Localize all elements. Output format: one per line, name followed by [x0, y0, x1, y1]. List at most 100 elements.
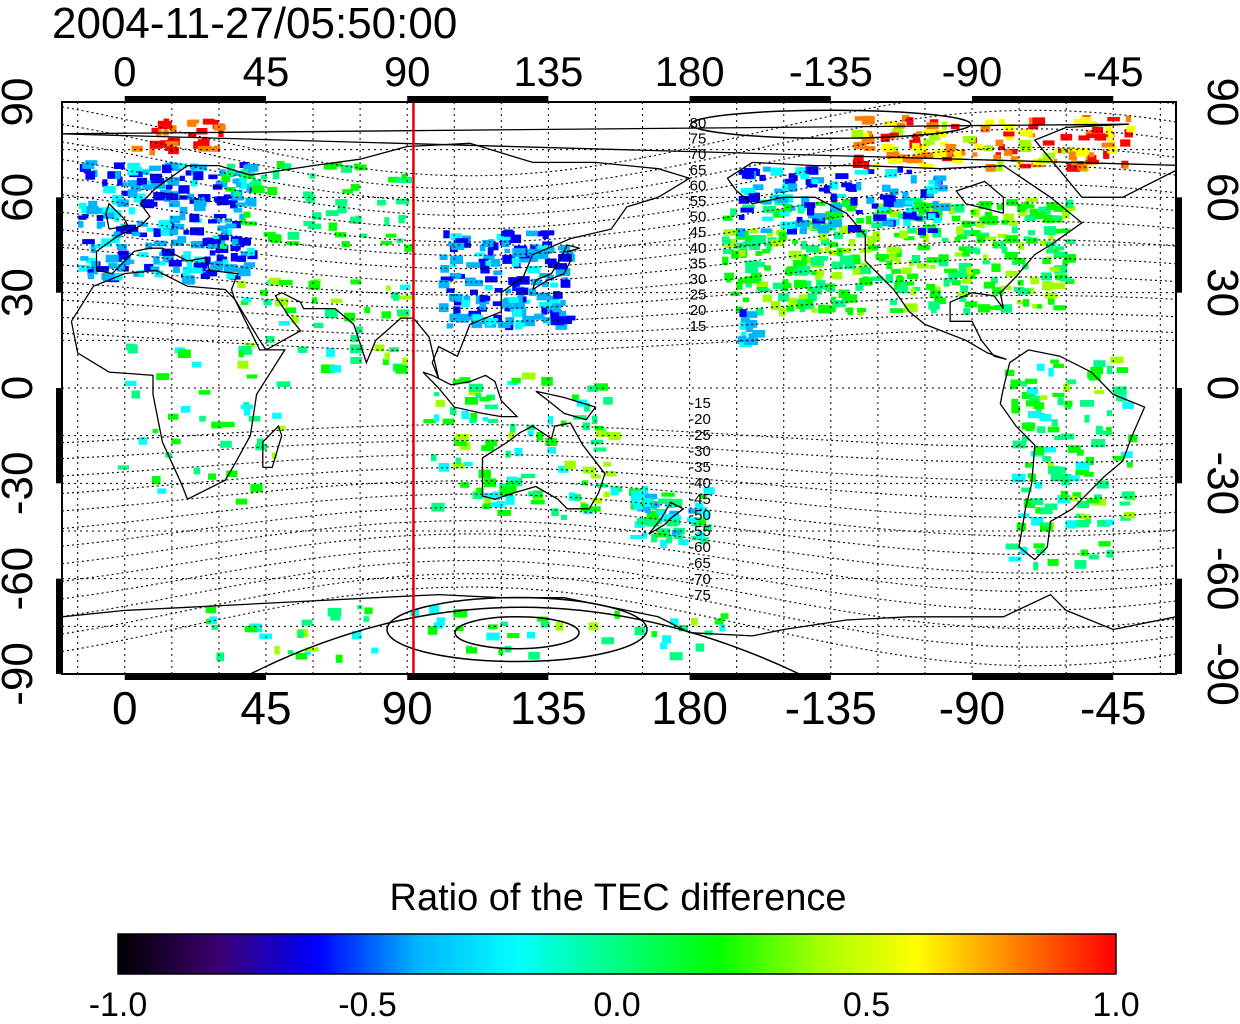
tec-patch [842, 296, 850, 304]
tec-patch [1004, 369, 1015, 376]
left-lat-tick-label: 90 [0, 78, 42, 127]
tec-patch [109, 210, 122, 218]
tec-patch [1031, 498, 1044, 505]
tec-patch [204, 256, 211, 265]
tec-patch [81, 207, 92, 214]
tec-patch [344, 312, 356, 322]
tec-patch [590, 439, 604, 445]
tec-patch [493, 270, 503, 276]
tec-patch [882, 143, 894, 152]
tec-patch [536, 432, 543, 441]
tec-patch [637, 493, 645, 499]
tec-patch [1001, 246, 1008, 254]
tec-patch [737, 278, 746, 284]
colorbar-tick-label: 0.5 [843, 986, 890, 1024]
tec-patch [226, 272, 236, 279]
tec-patch [439, 254, 448, 260]
tec-patch [1053, 205, 1064, 212]
tec-patch [138, 270, 145, 277]
tec-patch [580, 503, 589, 512]
tec-patch [812, 223, 821, 229]
tec-patch [240, 404, 253, 410]
tec-patch [272, 170, 280, 179]
tec-patch [85, 171, 96, 180]
tec-patch [550, 282, 559, 288]
tec-patch [746, 276, 760, 284]
tec-patch [830, 224, 836, 231]
tec-patch [911, 154, 923, 163]
tec-patch [805, 299, 814, 306]
tec-patch [238, 351, 244, 358]
tec-patch [537, 616, 549, 622]
tec-patch [695, 507, 708, 515]
tec-patch [782, 279, 789, 287]
tec-patch [899, 230, 908, 239]
tec-patch [910, 288, 917, 296]
tec-patch [239, 183, 247, 189]
tec-patch [220, 440, 232, 448]
tec-patch [459, 442, 471, 451]
tec-patch [1033, 543, 1045, 549]
tec-patch [844, 294, 858, 303]
tec-patch [1028, 125, 1039, 130]
tec-patch [961, 275, 973, 284]
tec-patch [497, 322, 511, 329]
tec-patch [507, 476, 518, 482]
tec-patch [964, 301, 978, 308]
tec-patch [902, 191, 909, 201]
tec-patch [722, 239, 731, 245]
tec-patch [217, 225, 228, 231]
tec-patch [590, 474, 601, 479]
tec-patch [991, 263, 1001, 272]
tec-patch [486, 320, 493, 327]
tec-patch [1086, 133, 1098, 138]
tec-patch [381, 311, 391, 319]
tec-patch [951, 215, 961, 222]
tec-patch [516, 287, 529, 295]
tec-patch [977, 232, 990, 237]
tec-patch [295, 652, 308, 660]
tec-patch [516, 295, 523, 303]
tec-patch [508, 277, 521, 285]
tec-patch [446, 288, 455, 293]
tec-patch [1096, 430, 1110, 435]
tec-patch [165, 141, 179, 147]
tec-patch [560, 420, 567, 426]
tec-patch [1067, 146, 1074, 155]
mag-lat-contour [62, 467, 1176, 500]
tec-patch [380, 240, 393, 245]
tec-patch [246, 374, 258, 379]
tec-patch [221, 174, 231, 183]
left-lat-tick-label: 30 [0, 268, 42, 317]
contour-label: -35 [689, 459, 711, 476]
tec-patch [777, 197, 789, 203]
tec-patch [121, 190, 134, 197]
tec-patch [449, 313, 459, 322]
tec-patch [948, 272, 958, 282]
tec-patch [207, 269, 218, 277]
tec-patch [1086, 498, 1099, 504]
tec-patch [885, 274, 893, 284]
right-lat-tick-label: 0 [1198, 376, 1240, 400]
tec-patch [243, 262, 256, 268]
tec-patch [1061, 477, 1071, 486]
tec-patch [719, 624, 726, 632]
tec-patch [955, 270, 968, 278]
tec-patch [1054, 246, 1065, 251]
tec-patch [325, 210, 339, 217]
tec-patch [450, 255, 463, 264]
tec-patch [736, 281, 743, 290]
tec-patch [102, 207, 114, 213]
tec-patch [1042, 258, 1051, 264]
tec-patch [573, 493, 581, 501]
tec-patch [779, 307, 786, 317]
tec-patch [998, 144, 1005, 151]
tec-patch [247, 247, 255, 256]
tec-patch [389, 347, 399, 352]
tec-patch [154, 270, 164, 278]
tec-patch [699, 519, 706, 525]
tec-patch [440, 264, 449, 273]
tec-patch [536, 251, 549, 260]
tec-patch [505, 317, 515, 326]
tec-patch [167, 179, 180, 186]
